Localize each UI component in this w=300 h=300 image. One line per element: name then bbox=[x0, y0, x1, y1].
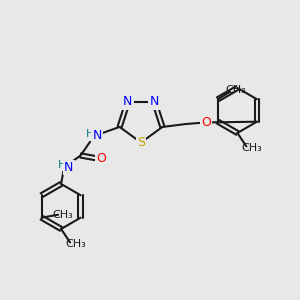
Text: H: H bbox=[58, 160, 66, 170]
Text: O: O bbox=[201, 116, 211, 129]
Text: N: N bbox=[92, 130, 102, 142]
Text: CH₃: CH₃ bbox=[52, 210, 73, 220]
Text: N: N bbox=[123, 95, 133, 108]
Text: N: N bbox=[149, 95, 159, 108]
Text: O: O bbox=[96, 152, 106, 165]
Text: N: N bbox=[64, 161, 73, 174]
Text: CH₃: CH₃ bbox=[242, 143, 262, 153]
Text: H: H bbox=[85, 130, 94, 140]
Text: CH₃: CH₃ bbox=[225, 85, 246, 95]
Text: CH₃: CH₃ bbox=[65, 239, 86, 249]
Text: S: S bbox=[137, 136, 145, 149]
